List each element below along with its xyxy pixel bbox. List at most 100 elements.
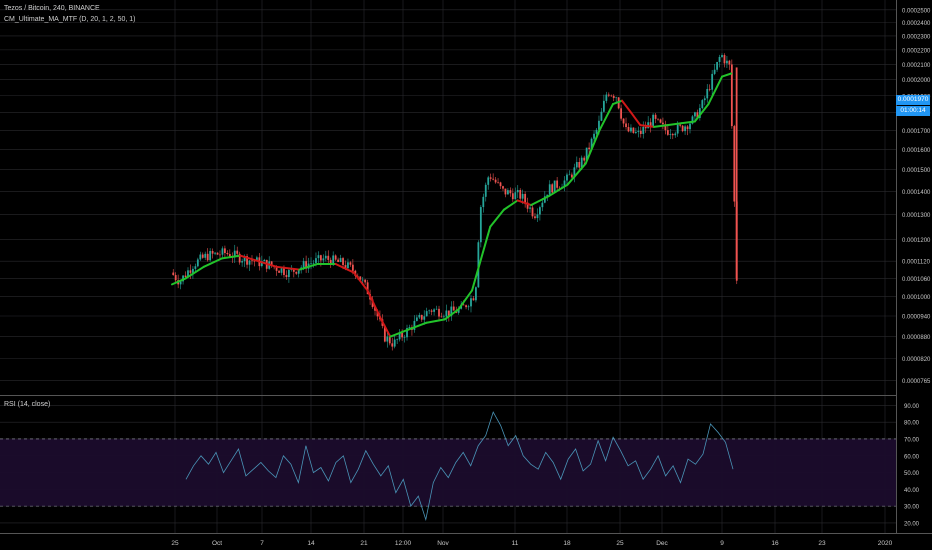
candle-body [662,122,664,125]
price-tick-label: 0.0002100 [902,63,931,69]
candle-body [511,193,514,200]
price-tick-label: 0.0002300 [902,34,931,40]
candle-body [401,332,403,338]
candle-body [615,97,618,99]
time-tick-label: 11 [512,540,519,547]
candle-body [415,317,418,321]
candle-body [408,327,411,329]
ma-segment [366,289,383,321]
candle-body [194,266,197,269]
candle-body [644,127,647,129]
candle-body [735,67,738,279]
time-tick-label: 25 [616,540,624,547]
candle-body [509,190,512,194]
candle-body [718,56,721,62]
rsi-tick-label: 30.00 [904,505,920,511]
candle-body [708,88,711,90]
study-legend[interactable]: CM_Ultimate_MA_MTF (D, 20, 1, 2, 50, 1) [4,16,136,23]
candle-body [575,162,578,168]
ma-segment [257,260,278,268]
candle-body [553,180,556,193]
candle-body [287,269,290,278]
candle-body [551,184,554,193]
time-tick-label: Oct [212,540,222,547]
candle-body [467,306,470,308]
candle-body [470,298,472,307]
candle-body [251,260,253,262]
candle-body [521,193,524,199]
price-tick-label: 0.0001120 [902,260,931,266]
ma-segment [239,254,260,263]
rsi-tick-label: 90.00 [904,404,920,410]
candle-body [563,180,566,187]
candle-body [681,125,684,132]
candle-body [204,253,207,258]
symbol-title[interactable]: Tezos / Bitcoin, 240, BINANCE [4,5,100,12]
candle-body [502,186,504,189]
candle-body [612,95,615,99]
candle-body [248,260,251,265]
ma-segment [407,321,428,331]
candle-body [558,187,561,189]
ma-segment [389,328,410,338]
candle-body [649,122,652,127]
candle-body [349,262,352,265]
candle-body [327,255,330,260]
candle-body [492,178,495,180]
candle-body [260,261,263,267]
time-axis[interactable]: 25 Oct 7 14 21 12:00 Nov 11 18 25 Dec 9 16 23 2020 [171,540,892,547]
rsi-legend[interactable]: RSI (14, close) [4,401,51,408]
candle-body [192,268,194,273]
candle-body [423,316,426,320]
candle-body [263,259,266,262]
candle-body [475,287,477,301]
time-tick-label: 21 [360,540,368,547]
candle-body [654,114,657,119]
candle-body [361,279,364,281]
candle-body [221,248,224,255]
ma-segment [443,308,460,321]
candle-body [548,184,551,195]
candle-body [539,207,541,215]
ma-segment [721,72,733,78]
price-tick-label: 0.0002200 [902,48,931,54]
candle-body [315,258,317,263]
candle-body [625,123,627,128]
candle-body [691,116,694,124]
time-tick-label: 7 [260,540,264,547]
ma-segment [221,254,242,260]
candle-body [322,258,325,261]
price-tick-label: 0.0001300 [902,213,931,219]
candle-body [602,100,605,112]
ma-segment [548,183,569,197]
candle-body [519,190,522,199]
time-tick-label: 12:00 [395,540,412,547]
ma-segment [502,199,519,211]
candle-body [610,95,613,97]
candle-body [386,336,389,342]
candle-body [450,306,453,317]
ma-segment [380,318,392,338]
ma-segment [334,262,355,274]
candle-body [199,254,202,260]
ma-segment [530,194,551,207]
ma-segment [621,99,633,114]
candle-body [224,248,226,254]
candle-body [541,202,544,208]
candle-body [238,253,241,263]
rsi-axis[interactable]: 90.00 80.00 70.00 60.00 50.00 40.00 30.00 20.00 [904,404,920,528]
candle-body [312,262,315,264]
ma-segment [457,289,474,311]
candle-body [443,316,445,318]
price-tick-label: 0.0001060 [902,277,931,283]
candle-body [526,202,529,209]
rsi-line [185,411,734,522]
candle-body [590,138,593,150]
candle-body [580,157,583,168]
candle-body [334,255,337,260]
price-axis[interactable]: 0.0002500 0.0002400 0.0002300 0.0002200 0.00… [902,8,931,385]
candle-body [593,133,595,139]
time-tick-label: 23 [818,540,826,547]
time-tick-label: 9 [720,540,724,547]
